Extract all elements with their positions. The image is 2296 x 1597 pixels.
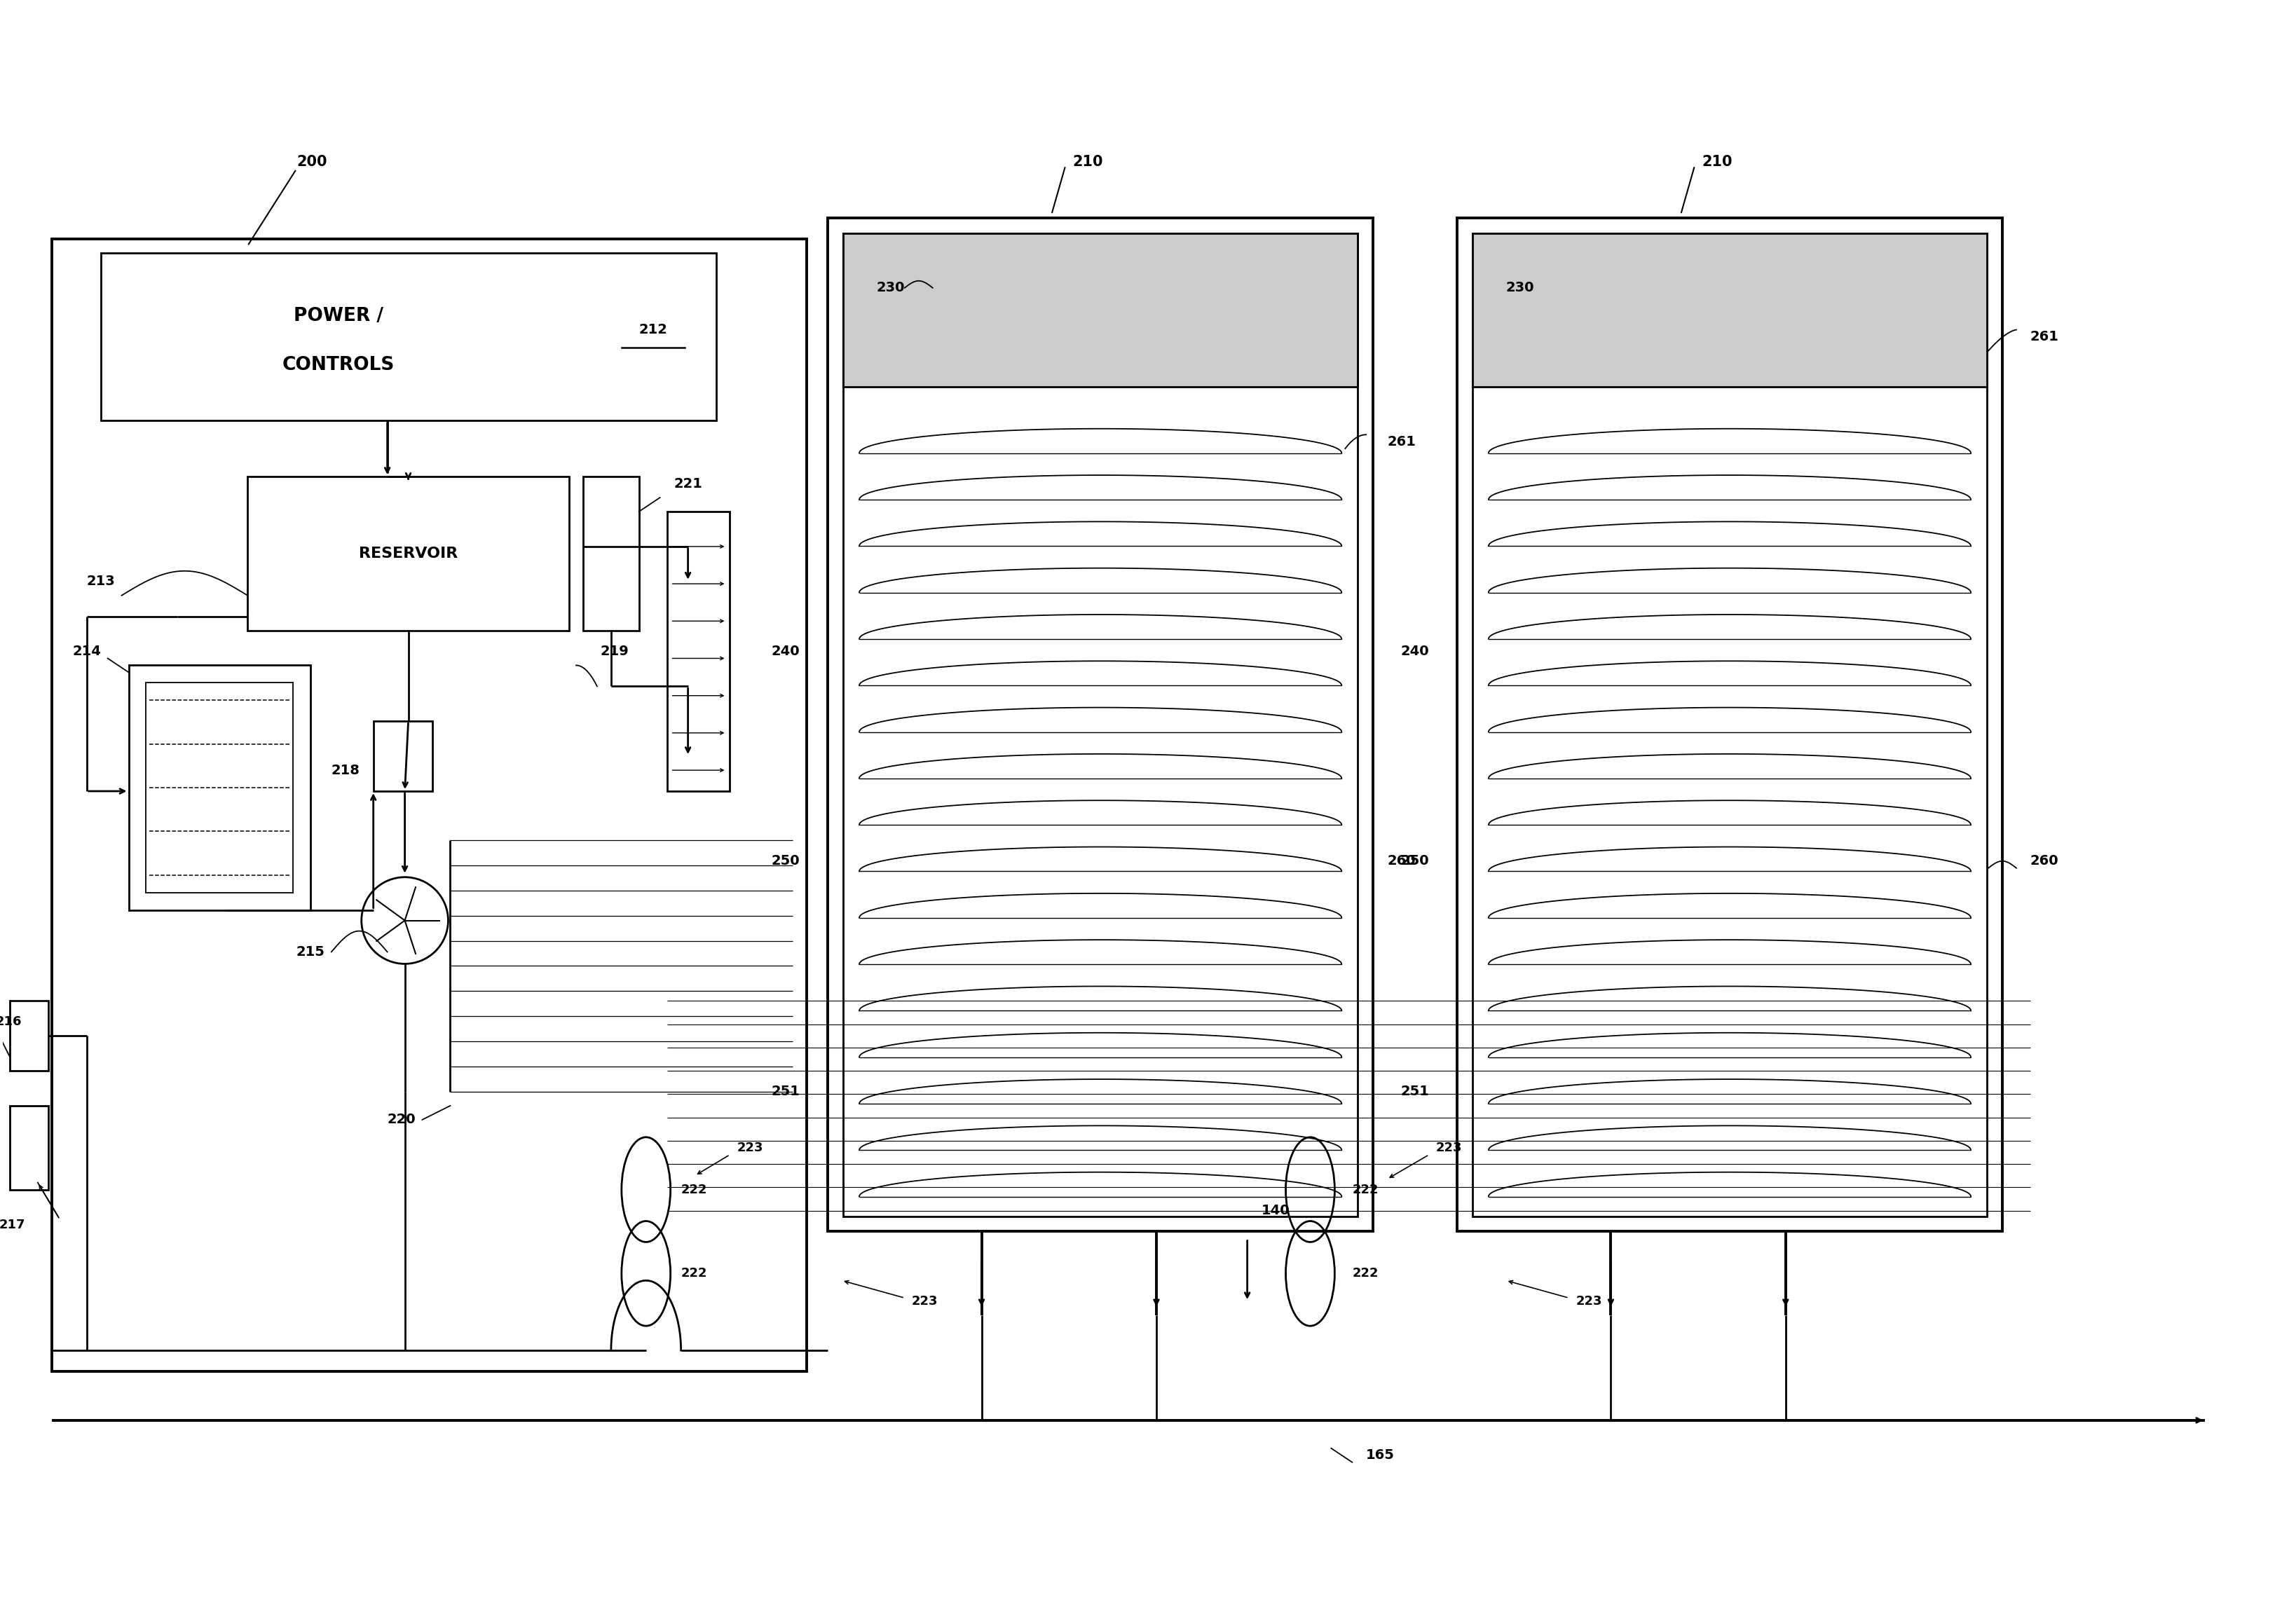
Text: 230: 230 [877,281,905,294]
Text: 260: 260 [1387,854,1417,867]
Bar [374,722,432,791]
Text: 200: 200 [296,155,326,169]
Text: 222: 222 [682,1183,707,1196]
Bar [129,666,310,910]
Text: 222: 222 [1352,1183,1378,1196]
Bar [829,217,1373,1231]
Text: 260: 260 [2030,854,2060,867]
Text: 222: 222 [682,1266,707,1279]
Bar [583,476,638,631]
Text: RESERVOIR: RESERVOIR [358,546,457,561]
Text: 251: 251 [771,1084,799,1099]
Bar [101,252,716,420]
Text: 219: 219 [602,645,629,658]
Text: 221: 221 [675,478,703,490]
Text: 240: 240 [771,645,799,658]
Text: 251: 251 [1401,1084,1428,1099]
Text: 261: 261 [1387,434,1417,449]
Text: 213: 213 [87,575,115,588]
Text: 250: 250 [1401,854,1428,867]
Text: 218: 218 [331,763,360,776]
Text: 223: 223 [912,1295,939,1308]
Bar [843,233,1357,1217]
Bar [53,240,806,1372]
Bar [147,684,294,893]
Bar [843,233,1357,386]
Text: 223: 223 [737,1142,762,1155]
Text: 223: 223 [1575,1295,1603,1308]
Text: 140: 140 [1261,1204,1290,1217]
Text: 250: 250 [771,854,799,867]
Bar [248,476,569,631]
Bar [1472,233,1986,386]
Bar [1458,217,2002,1231]
Text: 212: 212 [638,323,668,337]
Text: 240: 240 [1401,645,1428,658]
Text: 216: 216 [0,1016,23,1028]
Text: 261: 261 [2030,331,2060,343]
Text: 222: 222 [1352,1266,1378,1279]
Text: 210: 210 [1701,155,1731,169]
Text: 223: 223 [1435,1142,1463,1155]
Bar [9,1001,48,1070]
Text: CONTROLS: CONTROLS [282,356,395,374]
Bar [666,511,730,791]
Text: 165: 165 [1366,1448,1394,1461]
Text: 217: 217 [0,1219,25,1231]
Text: 210: 210 [1072,155,1102,169]
Text: 214: 214 [73,645,101,658]
Text: 230: 230 [1506,281,1534,294]
Bar [1472,233,1986,1217]
Text: POWER /: POWER / [294,307,383,324]
Text: 215: 215 [296,945,326,958]
Text: 220: 220 [388,1113,416,1126]
Bar [9,1105,48,1190]
